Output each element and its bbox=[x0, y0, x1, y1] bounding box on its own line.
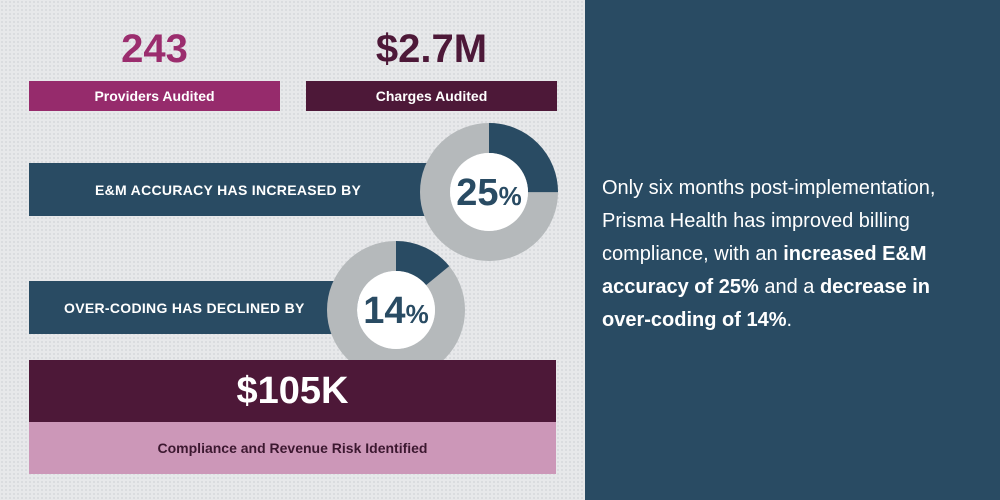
em-accuracy-bar: E&M ACCURACY HAS INCREASED BY bbox=[29, 163, 449, 216]
donut-progress-arc bbox=[327, 241, 465, 379]
charges-audited-value: $2.7M bbox=[375, 27, 488, 71]
em-accuracy-percent: 25% bbox=[456, 172, 521, 214]
charges-audited-label: Charges Audited bbox=[306, 81, 557, 111]
providers-audited-value: 243 bbox=[121, 27, 188, 71]
over-coding-label: OVER-CODING HAS DECLINED BY bbox=[64, 299, 305, 316]
donut-center bbox=[450, 153, 528, 231]
summary-text: Only six months post-implementation, Pri… bbox=[602, 177, 936, 331]
donut-progress-arc bbox=[420, 123, 558, 261]
summary-panel bbox=[585, 0, 1000, 500]
over-coding-bar: OVER-CODING HAS DECLINED BY bbox=[29, 281, 359, 334]
em-accuracy-label: E&M ACCURACY HAS INCREASED BY bbox=[95, 181, 362, 198]
risk-value: $105K bbox=[29, 360, 556, 422]
over-coding-donut: 14% bbox=[327, 241, 465, 379]
providers-audited-label: Providers Audited bbox=[29, 81, 280, 111]
summary-highlight-accuracy: increased E&M accuracy of 25% bbox=[602, 243, 927, 298]
summary-highlight-overcoding: decrease in over-coding of 14% bbox=[602, 276, 931, 331]
donut-center bbox=[357, 271, 435, 349]
risk-label: Compliance and Revenue Risk Identified bbox=[29, 422, 556, 474]
em-accuracy-donut: 25% bbox=[420, 123, 558, 261]
over-coding-percent: 14% bbox=[363, 290, 428, 332]
